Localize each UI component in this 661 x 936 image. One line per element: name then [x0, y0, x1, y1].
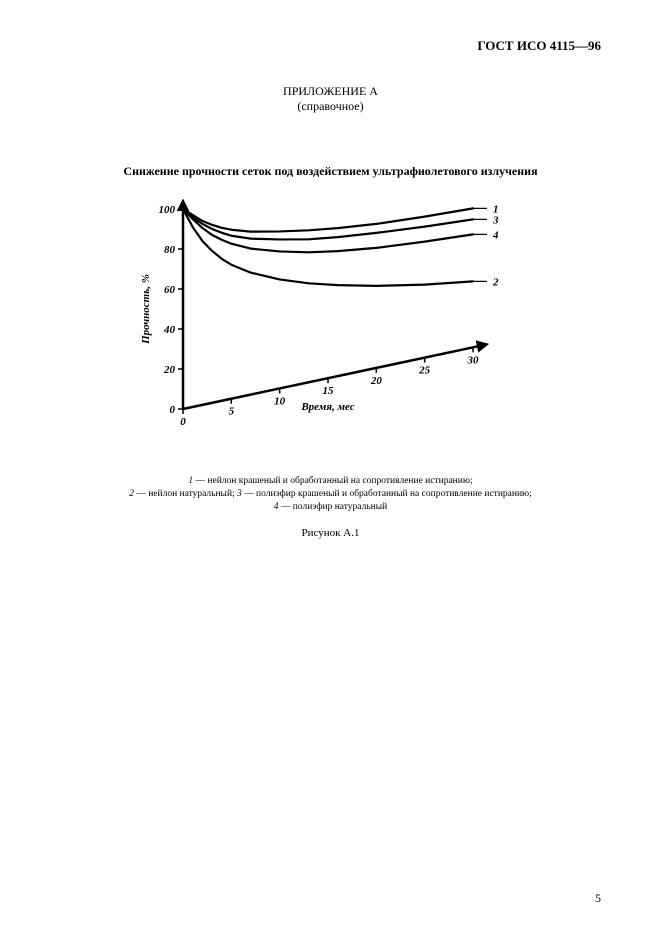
svg-text:0: 0 — [180, 416, 186, 428]
appendix-subtitle: (справочное) — [60, 99, 601, 114]
svg-text:2: 2 — [492, 276, 499, 288]
svg-text:4: 4 — [492, 229, 499, 241]
svg-text:10: 10 — [274, 395, 286, 407]
svg-text:25: 25 — [418, 365, 431, 377]
page-number: 5 — [595, 891, 601, 906]
svg-text:100: 100 — [158, 204, 175, 216]
legend-text-3: — полиэфир крашеный и обработанный на со… — [242, 489, 532, 499]
strength-decay-chart: 0 20 40 60 80 100 0 5 10 15 20 25 30 Прочность, % Врем… — [133, 199, 529, 455]
svg-text:Прочность, %: Прочность, % — [140, 274, 152, 345]
svg-text:Время, мес: Время, мес — [300, 401, 354, 413]
svg-text:0: 0 — [169, 404, 175, 416]
svg-text:80: 80 — [164, 244, 176, 256]
svg-text:5: 5 — [228, 406, 234, 418]
legend-text-2: — нейлон натуральный; — [134, 489, 237, 499]
chart-legend: 1 — нейлон крашеный и обработанный на со… — [100, 475, 561, 513]
svg-text:3: 3 — [492, 214, 499, 226]
svg-text:60: 60 — [164, 284, 176, 296]
svg-text:40: 40 — [163, 324, 176, 336]
legend-text-4: — полиэфир натуральный — [279, 502, 388, 512]
document-id: ГОСТ ИСО 4115—96 — [60, 38, 601, 54]
section-title: Снижение прочности сеток под воздействие… — [60, 164, 601, 179]
legend-text-1: — нейлон крашеный и обработанный на сопр… — [193, 476, 472, 486]
svg-text:30: 30 — [466, 354, 479, 366]
svg-text:20: 20 — [369, 375, 382, 387]
chart-container: 0 20 40 60 80 100 0 5 10 15 20 25 30 Прочность, % Врем… — [60, 199, 601, 455]
appendix-title: ПРИЛОЖЕНИЕ А — [60, 84, 601, 99]
page: ГОСТ ИСО 4115—96 ПРИЛОЖЕНИЕ А (справочно… — [0, 0, 661, 936]
svg-text:15: 15 — [322, 385, 334, 397]
figure-caption: Рисунок А.1 — [60, 527, 601, 539]
svg-text:20: 20 — [163, 364, 176, 376]
